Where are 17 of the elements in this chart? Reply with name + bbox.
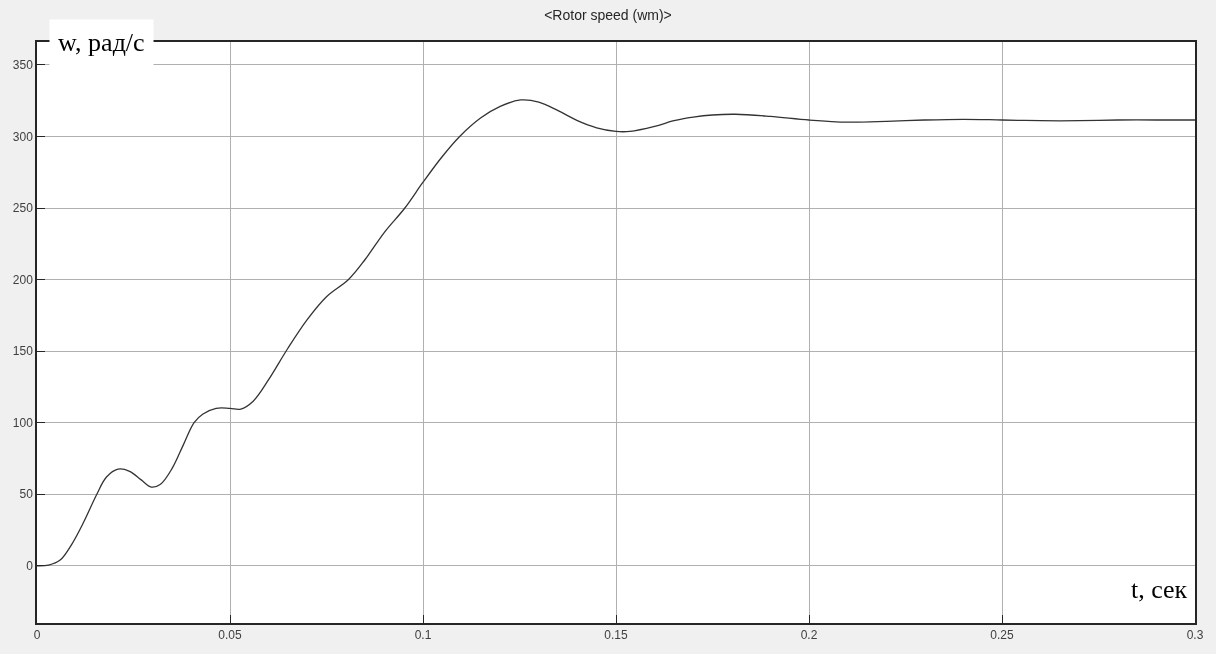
y-tick-label: 0 <box>26 558 34 573</box>
x-tick-label: 0.05 <box>218 628 242 643</box>
y-tick-label: 300 <box>12 129 34 144</box>
x-tick-label: 0.25 <box>990 628 1014 643</box>
y-axis-title: w, рад/с <box>58 28 145 57</box>
y-tick-label: 100 <box>12 415 34 430</box>
y-tick-label: 350 <box>12 58 34 73</box>
x-tick-label: 0.2 <box>800 628 818 643</box>
x-tick-label: 0.15 <box>604 628 628 643</box>
x-tick-label: 0.1 <box>414 628 432 643</box>
x-axis-title: t, сек <box>1131 575 1188 604</box>
y-tick-label: 50 <box>19 487 34 502</box>
y-tick-label: 250 <box>12 201 34 216</box>
chart-title: <Rotor speed (wm)> <box>544 6 672 23</box>
y-tick-label: 150 <box>12 344 34 359</box>
y-tick-label: 200 <box>12 272 34 287</box>
x-tick-label: 0.3 <box>1186 628 1204 643</box>
